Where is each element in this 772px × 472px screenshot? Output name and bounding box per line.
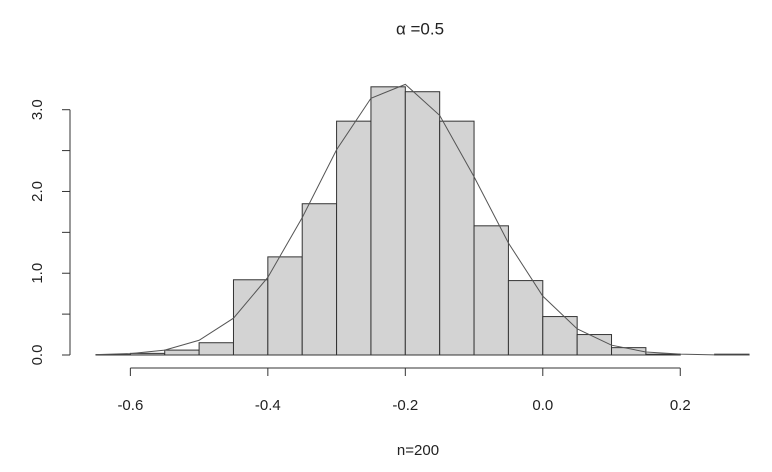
x-axis-label: n=200	[397, 442, 439, 459]
y-tick-label: 1.0	[29, 263, 46, 284]
y-tick-label: 2.0	[29, 181, 46, 202]
bar	[267, 256, 303, 356]
bar	[164, 349, 200, 356]
y-tick-label: 3.0	[29, 99, 46, 120]
chart-title: α =0.5	[396, 19, 444, 38]
x-tick-label: -0.4	[255, 397, 281, 414]
bar	[129, 352, 166, 356]
x-tick-label: 0.2	[670, 397, 691, 414]
bar	[473, 225, 509, 356]
bar	[439, 120, 475, 356]
bar	[576, 334, 613, 356]
bar	[336, 120, 372, 356]
bar	[404, 91, 441, 356]
x-tick-label: -0.6	[117, 397, 143, 414]
bar	[542, 316, 578, 356]
bar	[232, 279, 269, 356]
x-tick-label: -0.2	[392, 397, 418, 414]
density-curve	[95, 83, 750, 356]
bar	[301, 203, 338, 356]
bar	[370, 86, 406, 356]
y-tick-label: 0.0	[29, 345, 46, 366]
bar	[507, 280, 544, 356]
x-tick-label: 0.0	[532, 397, 553, 414]
bar	[611, 347, 647, 356]
bar	[198, 342, 234, 356]
